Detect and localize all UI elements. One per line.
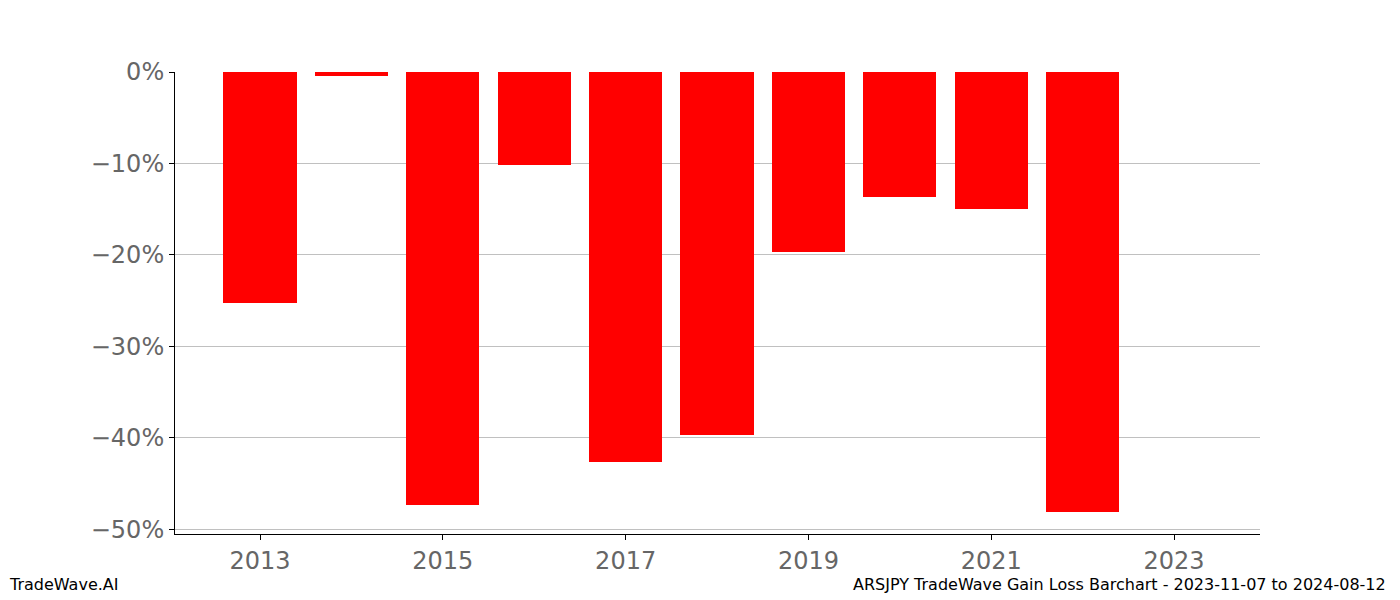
svg-text:2021: 2021 (961, 547, 1022, 575)
svg-text:−50%: −50% (91, 516, 164, 544)
svg-text:2017: 2017 (595, 547, 656, 575)
svg-text:2013: 2013 (229, 547, 290, 575)
svg-text:−20%: −20% (91, 241, 164, 269)
svg-text:−10%: −10% (91, 150, 164, 178)
svg-text:2023: 2023 (1144, 547, 1205, 575)
svg-text:−30%: −30% (91, 333, 164, 361)
svg-text:−40%: −40% (91, 424, 164, 452)
svg-text:ARSJPY TradeWave Gain Loss Bar: ARSJPY TradeWave Gain Loss Barchart - 20… (853, 575, 1386, 594)
svg-text:TradeWave.AI: TradeWave.AI (9, 575, 118, 594)
svg-text:0%: 0% (126, 58, 164, 86)
svg-text:2019: 2019 (778, 547, 839, 575)
svg-text:2015: 2015 (412, 547, 473, 575)
